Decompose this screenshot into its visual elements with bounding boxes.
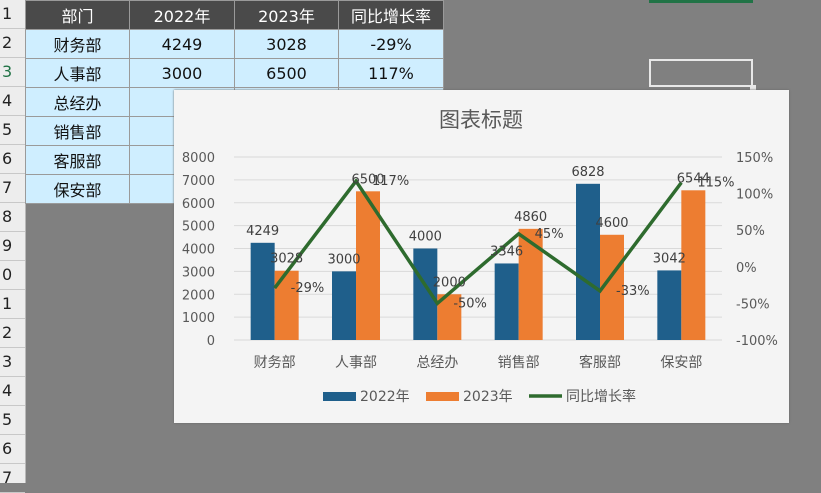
bar-data-label: 3346 xyxy=(490,244,523,259)
x-tick-label: 人事部 xyxy=(335,355,377,371)
row-number[interactable]: 3 xyxy=(0,348,25,377)
legend-swatch xyxy=(426,392,459,401)
row-number[interactable]: 3 xyxy=(0,58,25,87)
row-number[interactable]: 1 xyxy=(0,0,25,29)
row-number[interactable]: 4 xyxy=(0,87,25,116)
x-tick-label: 客服部 xyxy=(579,354,621,371)
rate-data-label: 117% xyxy=(372,174,409,189)
table-cell[interactable]: 销售部 xyxy=(25,116,130,146)
table-header-row: 部门 2022年 2023年 同比增长率 xyxy=(25,0,444,30)
header-cell[interactable]: 部门 xyxy=(25,0,130,30)
chart-svg: 图表标题 0 1000 2000 3000 4000 5000 6000 7000 8000 -10… xyxy=(182,108,778,405)
y-left-tick-label: 0 xyxy=(207,334,215,349)
bar-data-label: 3000 xyxy=(327,252,360,267)
row-number[interactable]: 7 xyxy=(0,464,25,493)
header-cell[interactable]: 同比增长率 xyxy=(338,0,444,30)
table-cell[interactable]: 财务部 xyxy=(25,29,130,59)
bar-data-label: 6828 xyxy=(571,165,604,180)
y-left-tick-label: 4000 xyxy=(182,243,215,258)
x-tick-label: 财务部 xyxy=(254,355,296,371)
y-left-tick-label: 6000 xyxy=(182,197,215,212)
row-number[interactable]: 2 xyxy=(0,319,25,348)
table-cell[interactable]: 3000 xyxy=(129,58,235,88)
selected-column-indicator xyxy=(649,0,753,3)
rate-data-label: 45% xyxy=(535,227,564,242)
x-tick-label: 保安部 xyxy=(660,355,702,371)
rate-data-label: -29% xyxy=(291,281,325,296)
row-number[interactable]: 5 xyxy=(0,116,25,145)
table-cell[interactable]: 6500 xyxy=(234,58,339,88)
row-number[interactable]: 4 xyxy=(0,377,25,406)
table-cell[interactable]: 3028 xyxy=(234,29,339,59)
y-right-tick-label: 0% xyxy=(736,261,757,276)
row-number[interactable]: 6 xyxy=(0,435,25,464)
bar-2022 xyxy=(250,242,275,340)
bar-2023 xyxy=(356,191,380,340)
table-cell[interactable]: 117% xyxy=(338,58,444,88)
legend-label: 同比增长率 xyxy=(566,388,636,405)
bar-data-label: 4249 xyxy=(246,224,279,239)
table-cell[interactable]: 总经办 xyxy=(25,87,130,117)
table-cell[interactable]: 4249 xyxy=(129,29,235,59)
table-cell[interactable]: -29% xyxy=(338,29,444,59)
row-number[interactable]: 7 xyxy=(0,174,25,203)
y-right-tick-label: -50% xyxy=(736,297,770,312)
y-left-tick-label: 5000 xyxy=(182,220,215,235)
row-number[interactable]: 2 xyxy=(0,29,25,58)
header-cell[interactable]: 2022年 xyxy=(129,0,235,30)
legend-swatch xyxy=(323,392,356,401)
table-cell[interactable]: 保安部 xyxy=(25,174,130,204)
rate-data-label: -33% xyxy=(616,284,650,299)
fill-handle[interactable] xyxy=(750,85,756,91)
bar-data-label: 6544 xyxy=(677,171,710,186)
legend-label: 2022年 xyxy=(360,389,410,405)
combo-chart[interactable]: 图表标题 0 1000 2000 3000 4000 5000 6000 7000 8000 -10… xyxy=(174,90,789,423)
bar-data-label: 3042 xyxy=(653,251,686,266)
y-left-tick-label: 1000 xyxy=(182,311,215,326)
x-tick-label: 销售部 xyxy=(498,355,540,371)
bar-2022 xyxy=(494,263,519,340)
row-number[interactable]: 1 xyxy=(0,290,25,319)
bar-2023 xyxy=(681,190,706,340)
bar-data-label: 4860 xyxy=(514,210,547,225)
y-left-tick-label: 3000 xyxy=(182,265,215,280)
y-left-tick-label: 7000 xyxy=(182,174,215,189)
row-number[interactable]: 5 xyxy=(0,406,25,435)
legend-label: 2023年 xyxy=(463,389,513,405)
bar-data-label: 6500 xyxy=(351,172,384,187)
row-number[interactable]: 0 xyxy=(0,261,25,290)
y-right-tick-label: 100% xyxy=(736,188,773,203)
row-number[interactable]: 8 xyxy=(0,203,25,232)
chart-title: 图表标题 xyxy=(439,108,523,132)
y-right-tick-label: -100% xyxy=(736,334,778,349)
rate-data-label: 115% xyxy=(697,176,734,191)
table-cell[interactable]: 人事部 xyxy=(25,58,130,88)
y-left-tick-label: 8000 xyxy=(182,151,215,166)
rate-line xyxy=(273,178,683,307)
selected-cell[interactable] xyxy=(649,59,753,87)
bar-2022 xyxy=(332,271,356,340)
bar-2022 xyxy=(576,183,600,340)
x-tick-label: 总经办 xyxy=(416,355,458,371)
table-cell[interactable]: 客服部 xyxy=(25,145,130,175)
header-cell[interactable]: 2023年 xyxy=(234,0,339,30)
table-row: 财务部 4249 3028 -29% xyxy=(25,29,444,59)
rate-data-label: -50% xyxy=(453,296,487,311)
row-number[interactable]: 9 xyxy=(0,232,25,261)
table-row: 人事部 3000 6500 117% xyxy=(25,58,444,88)
y-left-tick-label: 2000 xyxy=(182,288,215,303)
bar-data-label: 4000 xyxy=(409,230,442,245)
bar-data-label: 3028 xyxy=(270,252,303,267)
y-right-tick-label: 50% xyxy=(736,224,765,239)
bar-data-label: 2000 xyxy=(433,275,466,290)
y-right-tick-label: 150% xyxy=(736,151,773,166)
bar-2022 xyxy=(657,270,682,340)
row-number[interactable]: 6 xyxy=(0,145,25,174)
bar-data-label: 4600 xyxy=(595,216,628,231)
bar-2022 xyxy=(413,248,438,340)
